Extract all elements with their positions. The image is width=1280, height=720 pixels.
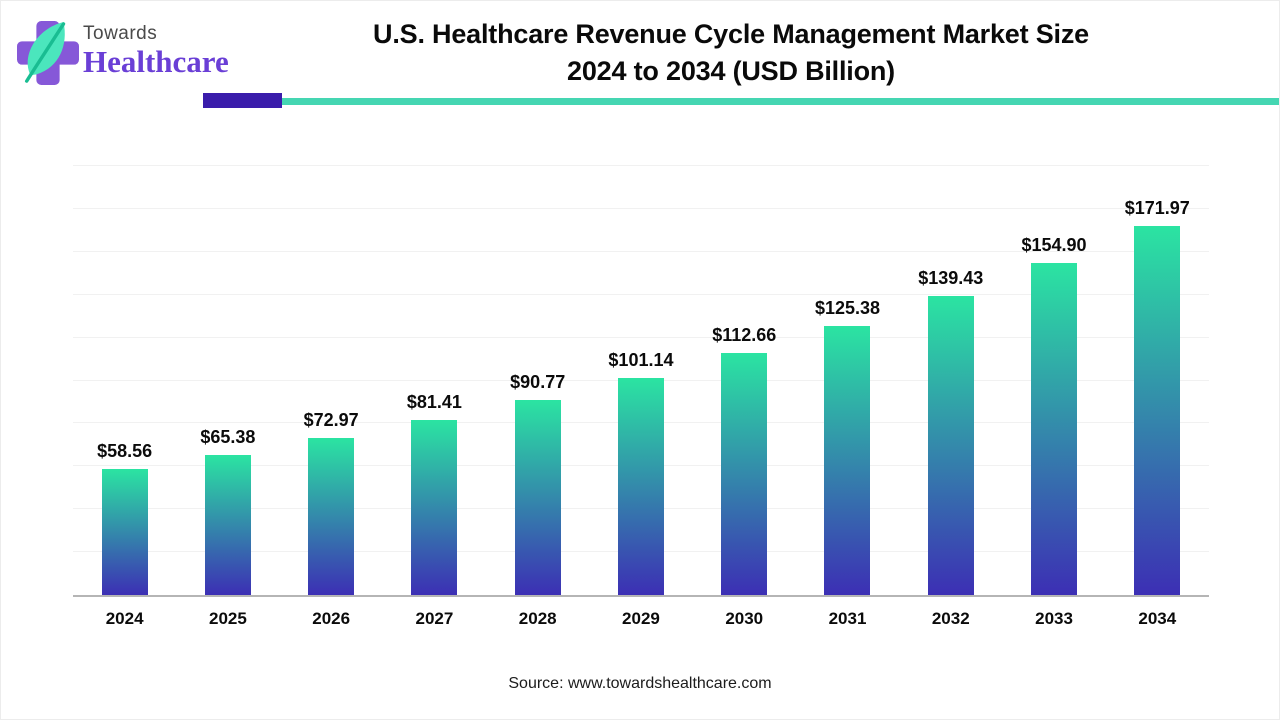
bar-value-label: $112.66 (712, 325, 777, 346)
bar (721, 353, 768, 595)
bar (824, 326, 871, 595)
bar (411, 420, 458, 595)
bar-series: $58.56 $65.38 $72.97 $81.41 $90.77 $101.14 $11… (73, 166, 1209, 595)
brand-logo-text: Towards Healthcare (83, 23, 229, 78)
brand-name-towards: Towards (83, 23, 158, 44)
source-text: Source: www.towardshealthcare.com (508, 675, 772, 692)
header-accent-bar (203, 93, 282, 108)
header-accent-line (282, 98, 1279, 105)
bar-column: $171.97 (1106, 166, 1209, 595)
bar-value-label: $58.56 (97, 441, 153, 462)
gridline (73, 250, 1209, 252)
bar-value-label: $90.77 (510, 372, 566, 393)
x-axis-label: 2033 (1035, 609, 1073, 628)
bar (204, 454, 251, 595)
bar-column: $81.41 (383, 166, 486, 595)
brand-name-healthcare: Healthcare (83, 44, 229, 79)
bar-column: $112.66 (693, 166, 796, 595)
chart-title-line2: 2024 to 2034 (USD Billion) (567, 56, 895, 86)
bar-column: $72.97 (280, 166, 383, 595)
x-axis-labels: 2024 2025 2026 2027 2028 2029 2030 2031 2032 2033… (73, 609, 1209, 629)
bar (1031, 262, 1078, 595)
bar-column: $90.77 (486, 166, 589, 595)
bar-column: $125.38 (796, 166, 899, 595)
chart-title-line1: U.S. Healthcare Revenue Cycle Management… (373, 19, 1089, 49)
x-axis-label: 2026 (312, 609, 351, 628)
bar-value-label: $125.38 (814, 298, 881, 319)
bar-value-label: $101.14 (608, 350, 674, 371)
bar (617, 378, 664, 595)
bar-value-label: $154.90 (1021, 234, 1087, 255)
bar-column: $58.56 (73, 166, 176, 595)
gridline (73, 336, 1209, 338)
bar-column: $139.43 (899, 166, 1002, 595)
x-axis-label: 2030 (725, 609, 764, 628)
bar (514, 400, 561, 595)
bar-column: $65.38 (176, 166, 279, 595)
x-axis-label: 2029 (622, 609, 660, 628)
chart-title: U.S. Healthcare Revenue Cycle Management… (216, 16, 1246, 90)
x-axis-label: 2024 (105, 609, 144, 628)
bar (308, 438, 355, 595)
bar-value-label: $65.38 (200, 426, 256, 447)
gridline (73, 165, 1209, 166)
healthcare-cross-leaf-icon (17, 21, 79, 85)
gridline (73, 207, 1209, 209)
bar-value-label: $72.97 (303, 410, 359, 431)
bar (927, 295, 974, 595)
x-axis-label: 2027 (415, 609, 454, 628)
x-axis-label: 2031 (828, 609, 867, 628)
x-axis-label: 2034 (1138, 609, 1177, 628)
bar (1134, 226, 1181, 595)
brand-logo: Towards Healthcare (17, 17, 229, 89)
x-axis-label: 2025 (208, 609, 247, 628)
x-axis-label: 2028 (518, 609, 557, 628)
bar-value-label: $139.43 (918, 267, 984, 288)
gridline (73, 293, 1209, 295)
bar-chart-plot-area: $58.56 $65.38 $72.97 $81.41 $90.77 $101.14 $11… (73, 165, 1209, 597)
bar-value-label: $171.97 (1124, 198, 1190, 219)
bar-value-label: $81.41 (406, 392, 462, 413)
x-axis-label: 2032 (931, 609, 970, 628)
bar (101, 469, 148, 595)
bar-column: $101.14 (589, 166, 692, 595)
bar-column: $154.90 (1002, 166, 1105, 595)
